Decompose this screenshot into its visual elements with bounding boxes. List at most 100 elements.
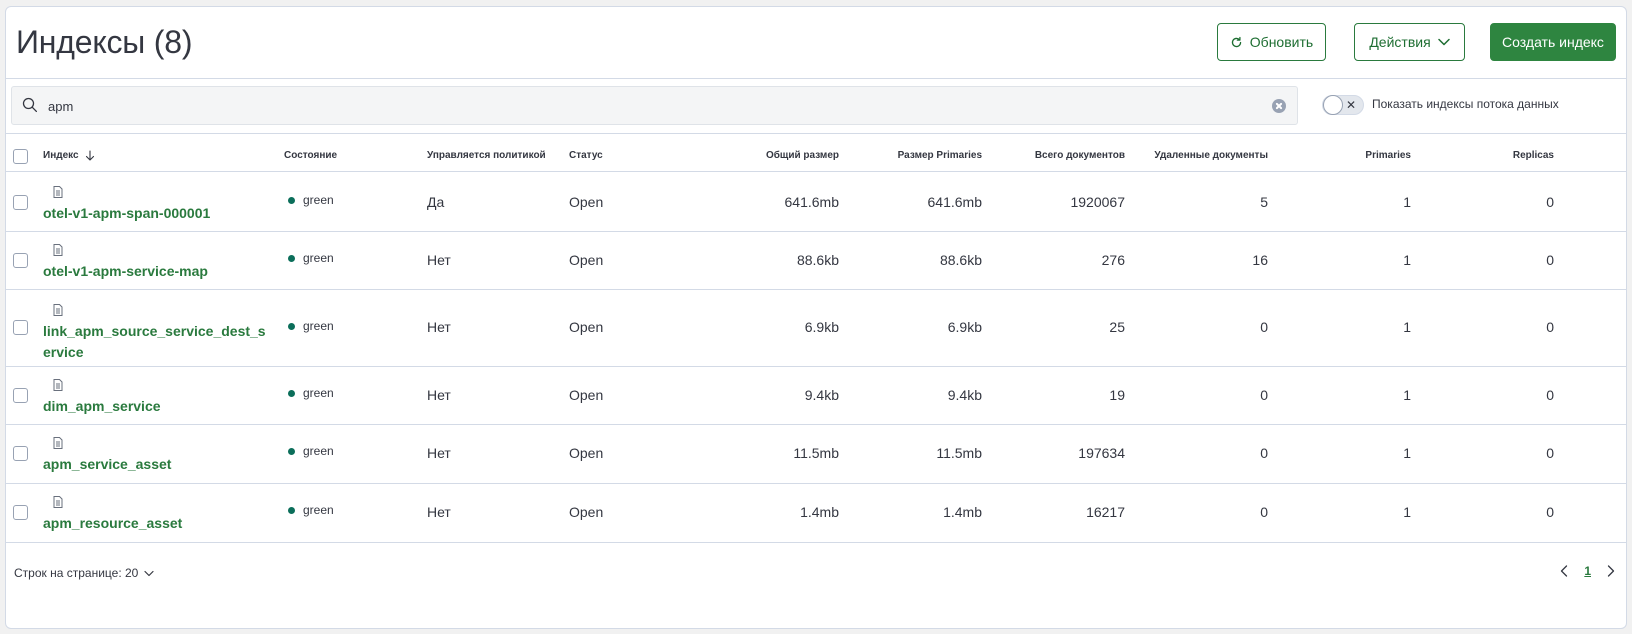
total-size-cell: 9.4kb <box>804 387 839 403</box>
column-header-primary-size[interactable]: Размер Primaries <box>897 150 982 161</box>
column-header-replicas[interactable]: Replicas <box>1512 150 1554 161</box>
deleted-docs-cell: 16 <box>1252 252 1268 268</box>
total-size-cell: 6.9kb <box>804 319 839 335</box>
refresh-icon <box>1231 36 1242 47</box>
primaries-cell: 1 <box>1403 445 1411 461</box>
health-label: green <box>303 444 334 458</box>
primary-size-cell: 11.5mb <box>936 445 982 461</box>
row-checkbox[interactable] <box>13 320 28 335</box>
table-header: Индекс Состояние Управляется политикой С… <box>6 134 1626 172</box>
health-status: green <box>288 503 334 517</box>
status-cell: Open <box>569 194 604 210</box>
sort-down-icon <box>85 150 94 161</box>
docs-count-cell: 16217 <box>1086 504 1125 520</box>
total-size-cell: 11.5mb <box>793 445 839 461</box>
chevron-down-icon <box>1437 38 1450 46</box>
index-name-link[interactable]: otel-v1-apm-span-000001 <box>43 205 211 221</box>
data-stream-toggle-label: Показать индексы потока данных <box>1372 97 1559 111</box>
column-header-index[interactable]: Индекс <box>43 150 95 161</box>
table-row: otel-v1-apm-service-map green Нет Open 8… <box>6 232 1626 290</box>
index-name-link[interactable]: otel-v1-apm-service-map <box>43 263 208 279</box>
deleted-docs-cell: 0 <box>1260 319 1268 335</box>
table-row: apm_resource_asset green Нет Open 1.4mb … <box>6 484 1626 543</box>
replicas-cell: 0 <box>1546 504 1554 520</box>
column-header-state[interactable]: Состояние <box>284 150 338 161</box>
health-label: green <box>303 193 334 207</box>
page-header: Индексы (8) Обновить Действия Создать ин… <box>6 7 1626 79</box>
health-status: green <box>288 386 334 400</box>
health-label: green <box>303 319 334 333</box>
actions-dropdown-button[interactable]: Действия <box>1354 23 1465 61</box>
managed-cell: Нет <box>427 252 451 268</box>
health-label: green <box>303 503 334 517</box>
health-dot-icon <box>288 254 295 262</box>
status-cell: Open <box>569 445 604 461</box>
health-dot-icon <box>288 196 295 204</box>
select-all-checkbox[interactable] <box>13 149 28 164</box>
table-divider <box>6 133 1626 134</box>
row-checkbox[interactable] <box>13 195 28 210</box>
docs-count-cell: 197634 <box>1078 445 1125 461</box>
health-label: green <box>303 386 334 400</box>
table-row: apm_service_asset green Нет Open 11.5mb … <box>6 425 1626 484</box>
row-checkbox[interactable] <box>13 446 28 461</box>
index-name-link[interactable]: link_apm_source_service_dest_service <box>43 323 266 360</box>
rows-per-page-selector[interactable]: Строк на странице: 20 <box>14 566 154 580</box>
health-dot-icon <box>288 506 295 514</box>
row-checkbox[interactable] <box>13 388 28 403</box>
document-icon <box>53 304 63 316</box>
replicas-cell: 0 <box>1546 194 1554 210</box>
health-dot-icon <box>288 447 295 455</box>
document-icon <box>53 244 63 256</box>
clear-search-icon[interactable] <box>1272 99 1286 113</box>
primary-size-cell: 6.9kb <box>947 319 982 335</box>
next-page-icon[interactable] <box>1607 565 1615 577</box>
document-icon <box>53 186 63 198</box>
status-cell: Open <box>569 319 604 335</box>
primaries-cell: 1 <box>1403 504 1411 520</box>
data-stream-toggle[interactable]: ✕ <box>1322 95 1364 115</box>
health-dot-icon <box>288 389 295 397</box>
column-header-deleted-docs[interactable]: Удаленные документы <box>1154 150 1268 161</box>
column-header-managed[interactable]: Управляется политикой <box>427 150 546 161</box>
row-checkbox[interactable] <box>13 505 28 520</box>
total-size-cell: 641.6mb <box>784 194 839 210</box>
column-header-primaries[interactable]: Primaries <box>1365 150 1411 161</box>
toggle-off-icon: ✕ <box>1346 98 1357 112</box>
create-index-button[interactable]: Создать индекс <box>1490 23 1616 61</box>
document-icon <box>53 379 63 391</box>
health-status: green <box>288 251 334 265</box>
total-size-cell: 1.4mb <box>800 504 839 520</box>
refresh-button[interactable]: Обновить <box>1217 23 1326 61</box>
deleted-docs-cell: 0 <box>1260 445 1268 461</box>
deleted-docs-cell: 5 <box>1260 194 1268 210</box>
document-icon <box>53 496 63 508</box>
column-header-total-size[interactable]: Общий размер <box>765 150 839 161</box>
column-header-docs-count[interactable]: Всего документов <box>1034 150 1125 161</box>
docs-count-cell: 25 <box>1109 319 1125 335</box>
rows-per-page-label: Строк на странице: 20 <box>14 566 139 580</box>
page-number-current[interactable]: 1 <box>1584 564 1591 578</box>
actions-button-label: Действия <box>1369 34 1431 50</box>
search-input[interactable] <box>48 95 1248 117</box>
index-name-link[interactable]: apm_service_asset <box>43 456 172 472</box>
indices-panel: Индексы (8) Обновить Действия Создать ин… <box>5 6 1627 629</box>
index-name-link[interactable]: dim_apm_service <box>43 398 161 414</box>
primaries-cell: 1 <box>1403 252 1411 268</box>
health-status: green <box>288 319 334 333</box>
table-row: otel-v1-apm-span-000001 green Да Open 64… <box>6 173 1626 232</box>
primaries-cell: 1 <box>1403 387 1411 403</box>
managed-cell: Нет <box>427 445 451 461</box>
row-checkbox[interactable] <box>13 253 28 268</box>
replicas-cell: 0 <box>1546 445 1554 461</box>
primary-size-cell: 9.4kb <box>947 387 982 403</box>
search-bar[interactable] <box>11 86 1298 125</box>
column-header-status[interactable]: Статус <box>569 150 603 161</box>
status-cell: Open <box>569 387 604 403</box>
status-cell: Open <box>569 504 604 520</box>
index-name-link[interactable]: apm_resource_asset <box>43 515 183 531</box>
document-icon <box>53 437 63 449</box>
previous-page-icon[interactable] <box>1560 565 1568 577</box>
health-status: green <box>288 444 334 458</box>
replicas-cell: 0 <box>1546 387 1554 403</box>
